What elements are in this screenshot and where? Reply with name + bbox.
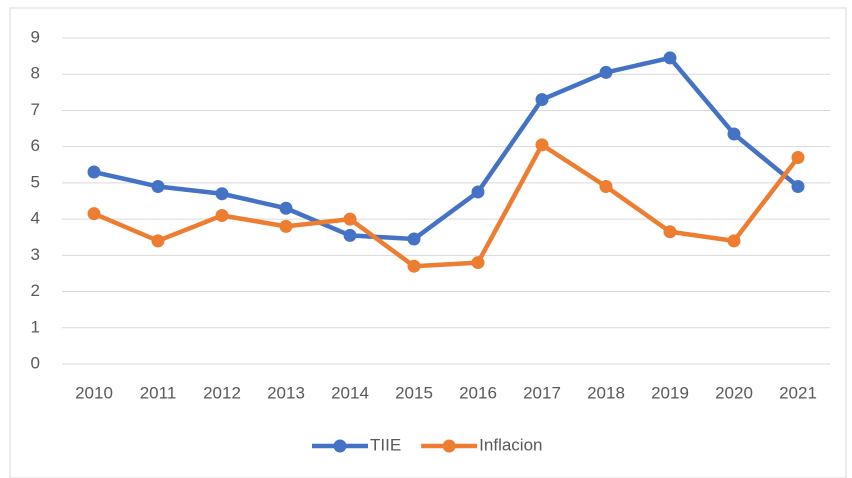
x-tick-label: 2015 bbox=[395, 383, 433, 402]
data-point bbox=[87, 165, 101, 179]
y-tick-label: 2 bbox=[31, 281, 40, 300]
x-tick-label: 2012 bbox=[203, 383, 241, 402]
legend-label: Inflacion bbox=[479, 435, 542, 454]
data-point bbox=[791, 180, 805, 194]
x-tick-label: 2018 bbox=[587, 383, 625, 402]
data-point bbox=[599, 65, 613, 79]
y-tick-label: 1 bbox=[31, 317, 40, 336]
y-tick-label: 8 bbox=[31, 64, 40, 83]
x-tick-label: 2010 bbox=[75, 383, 113, 402]
series-line bbox=[93, 55, 800, 242]
y-tick-label: 6 bbox=[31, 136, 40, 155]
chart-frame bbox=[9, 7, 847, 478]
legend-marker bbox=[333, 439, 347, 453]
data-point bbox=[151, 234, 165, 248]
x-tick-label: 2017 bbox=[523, 383, 561, 402]
data-point bbox=[215, 208, 229, 222]
data-point bbox=[87, 207, 101, 221]
data-point bbox=[279, 201, 293, 215]
x-tick-label: 2021 bbox=[779, 383, 817, 402]
x-tick-label: 2011 bbox=[140, 383, 177, 402]
data-point bbox=[663, 51, 677, 65]
data-point bbox=[535, 93, 549, 107]
data-point bbox=[279, 219, 293, 233]
data-point bbox=[599, 180, 613, 194]
y-tick-label: 9 bbox=[31, 27, 40, 46]
x-tick-label: 2020 bbox=[715, 383, 753, 402]
legend-label: TIIE bbox=[370, 435, 401, 454]
data-point bbox=[151, 180, 165, 194]
y-tick-label: 7 bbox=[31, 100, 40, 119]
y-tick-label: 5 bbox=[31, 172, 40, 191]
data-point bbox=[535, 138, 549, 152]
y-tick-label: 4 bbox=[31, 209, 40, 228]
data-point bbox=[343, 212, 357, 226]
data-point bbox=[791, 151, 805, 165]
data-point bbox=[727, 234, 741, 248]
data-point bbox=[343, 228, 357, 242]
data-point bbox=[727, 127, 741, 141]
x-tick-label: 2016 bbox=[459, 383, 497, 402]
data-point bbox=[471, 185, 485, 199]
series-line bbox=[93, 142, 800, 269]
y-tick-label: 0 bbox=[31, 353, 40, 372]
x-tick-label: 2013 bbox=[267, 383, 305, 402]
data-point bbox=[215, 187, 229, 201]
x-tick-label: 2019 bbox=[651, 383, 689, 402]
data-point bbox=[471, 256, 485, 270]
data-point bbox=[407, 232, 421, 246]
data-point bbox=[663, 225, 677, 239]
data-point bbox=[407, 259, 421, 273]
y-tick-label: 3 bbox=[31, 245, 40, 264]
x-tick-label: 2014 bbox=[331, 383, 369, 402]
legend-marker bbox=[442, 439, 456, 453]
